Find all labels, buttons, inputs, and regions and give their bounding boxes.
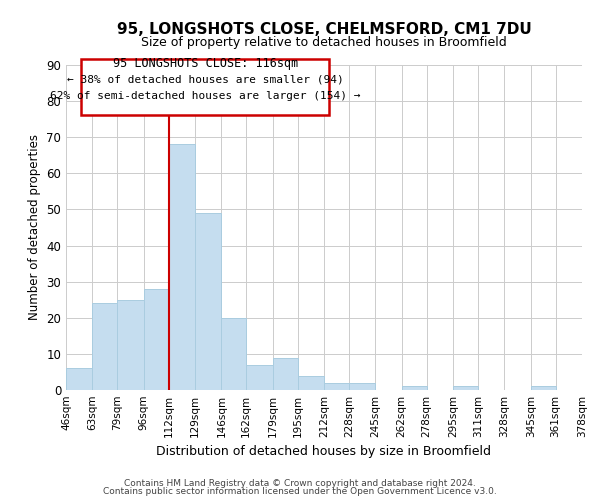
Text: ← 38% of detached houses are smaller (94): ← 38% of detached houses are smaller (94… (67, 74, 344, 85)
Bar (169, 144, 195, 390)
Bar (144, 289, 169, 390)
Text: Contains public sector information licensed under the Open Government Licence v3: Contains public sector information licen… (103, 487, 497, 496)
Y-axis label: Number of detached properties: Number of detached properties (28, 134, 41, 320)
Bar (92, 304, 117, 390)
Bar (273, 358, 298, 390)
Bar (298, 376, 324, 390)
Bar (453, 386, 478, 390)
Bar (531, 386, 556, 390)
Bar (117, 300, 144, 390)
FancyBboxPatch shape (82, 58, 329, 116)
Bar (66, 368, 92, 390)
Text: 62% of semi-detached houses are larger (154) →: 62% of semi-detached houses are larger (… (50, 91, 361, 101)
Bar (324, 383, 349, 390)
X-axis label: Distribution of detached houses by size in Broomfield: Distribution of detached houses by size … (157, 446, 491, 458)
Text: Contains HM Land Registry data © Crown copyright and database right 2024.: Contains HM Land Registry data © Crown c… (124, 478, 476, 488)
Text: 95, LONGSHOTS CLOSE, CHELMSFORD, CM1 7DU: 95, LONGSHOTS CLOSE, CHELMSFORD, CM1 7DU (116, 22, 532, 38)
Text: 95 LONGSHOTS CLOSE: 116sqm: 95 LONGSHOTS CLOSE: 116sqm (113, 57, 298, 70)
Bar (195, 213, 221, 390)
Text: Size of property relative to detached houses in Broomfield: Size of property relative to detached ho… (141, 36, 507, 49)
Bar (582, 386, 600, 390)
Bar (349, 383, 375, 390)
Bar (402, 386, 427, 390)
Bar (221, 318, 246, 390)
Bar (246, 364, 273, 390)
